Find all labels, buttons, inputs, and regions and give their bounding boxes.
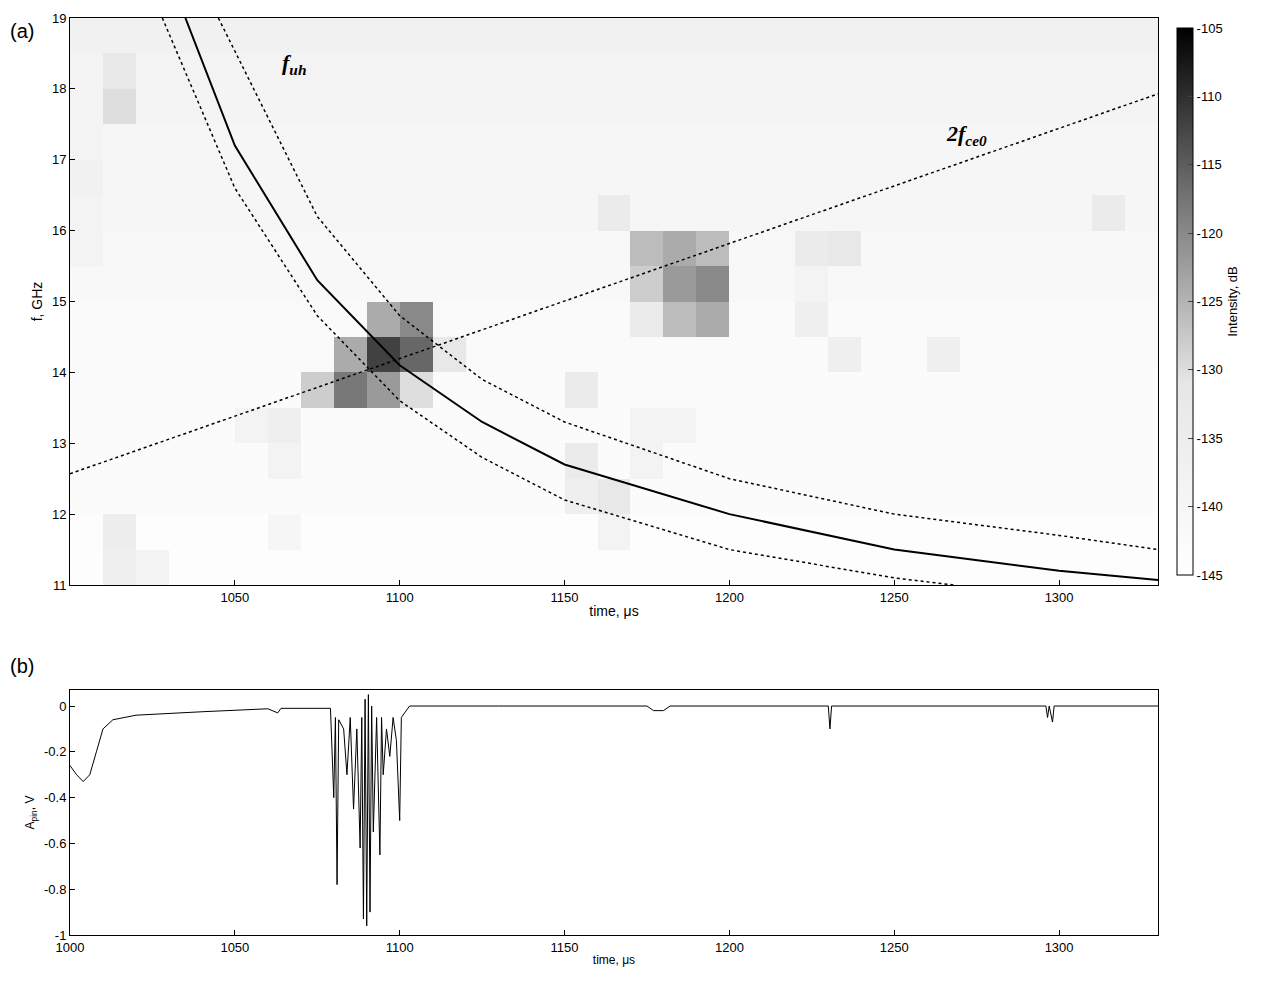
svg-text:(a): (a) bbox=[10, 20, 34, 42]
svg-text:(b): (b) bbox=[10, 655, 34, 677]
svg-text:time, μs: time, μs bbox=[593, 953, 635, 967]
svg-text:-135: -135 bbox=[1197, 431, 1223, 446]
svg-text:-0.8: -0.8 bbox=[44, 882, 66, 897]
svg-text:17: 17 bbox=[52, 152, 66, 167]
svg-text:-120: -120 bbox=[1197, 226, 1223, 241]
svg-text:-0.4: -0.4 bbox=[44, 790, 66, 805]
svg-text:-0.6: -0.6 bbox=[44, 836, 66, 851]
svg-text:-145: -145 bbox=[1197, 568, 1223, 583]
svg-text:1050: 1050 bbox=[220, 940, 249, 955]
svg-text:Intensity, dB: Intensity, dB bbox=[1225, 266, 1240, 337]
svg-text:1150: 1150 bbox=[551, 940, 579, 955]
svg-text:1250: 1250 bbox=[880, 590, 909, 605]
svg-text:1300: 1300 bbox=[1045, 590, 1074, 605]
svg-text:time, μs: time, μs bbox=[589, 603, 638, 619]
svg-text:13: 13 bbox=[52, 436, 66, 451]
svg-text:-110: -110 bbox=[1197, 89, 1222, 104]
svg-text:1200: 1200 bbox=[715, 590, 744, 605]
svg-text:1200: 1200 bbox=[715, 940, 744, 955]
svg-text:A​pin​, V: A​pin​, V bbox=[23, 796, 39, 830]
svg-text:14: 14 bbox=[52, 365, 66, 380]
svg-text:2f​ce0​: 2f​ce0​ bbox=[946, 121, 987, 149]
svg-text:19: 19 bbox=[52, 11, 66, 26]
svg-text:1050: 1050 bbox=[220, 590, 249, 605]
svg-text:1000: 1000 bbox=[56, 940, 85, 955]
svg-text:-130: -130 bbox=[1197, 362, 1223, 377]
svg-text:-1: -1 bbox=[55, 928, 67, 943]
svg-text:-125: -125 bbox=[1197, 294, 1223, 309]
svg-text:15: 15 bbox=[52, 294, 66, 309]
svg-text:f, GHz: f, GHz bbox=[29, 282, 45, 322]
svg-text:1100: 1100 bbox=[386, 940, 414, 955]
svg-text:1250: 1250 bbox=[880, 940, 909, 955]
svg-text:1100: 1100 bbox=[386, 590, 414, 605]
svg-text:16: 16 bbox=[52, 223, 66, 238]
svg-text:1150: 1150 bbox=[551, 590, 579, 605]
svg-text:-0.2: -0.2 bbox=[44, 744, 66, 759]
svg-text:f​uh​: f​uh​ bbox=[282, 50, 306, 78]
svg-text:1300: 1300 bbox=[1045, 940, 1074, 955]
svg-text:18: 18 bbox=[52, 81, 66, 96]
svg-text:-105: -105 bbox=[1197, 21, 1223, 36]
svg-text:11: 11 bbox=[53, 578, 67, 593]
svg-text:12: 12 bbox=[52, 507, 66, 522]
svg-text:-115: -115 bbox=[1197, 157, 1222, 172]
svg-text:-140: -140 bbox=[1197, 499, 1223, 514]
svg-text:0: 0 bbox=[59, 699, 66, 714]
